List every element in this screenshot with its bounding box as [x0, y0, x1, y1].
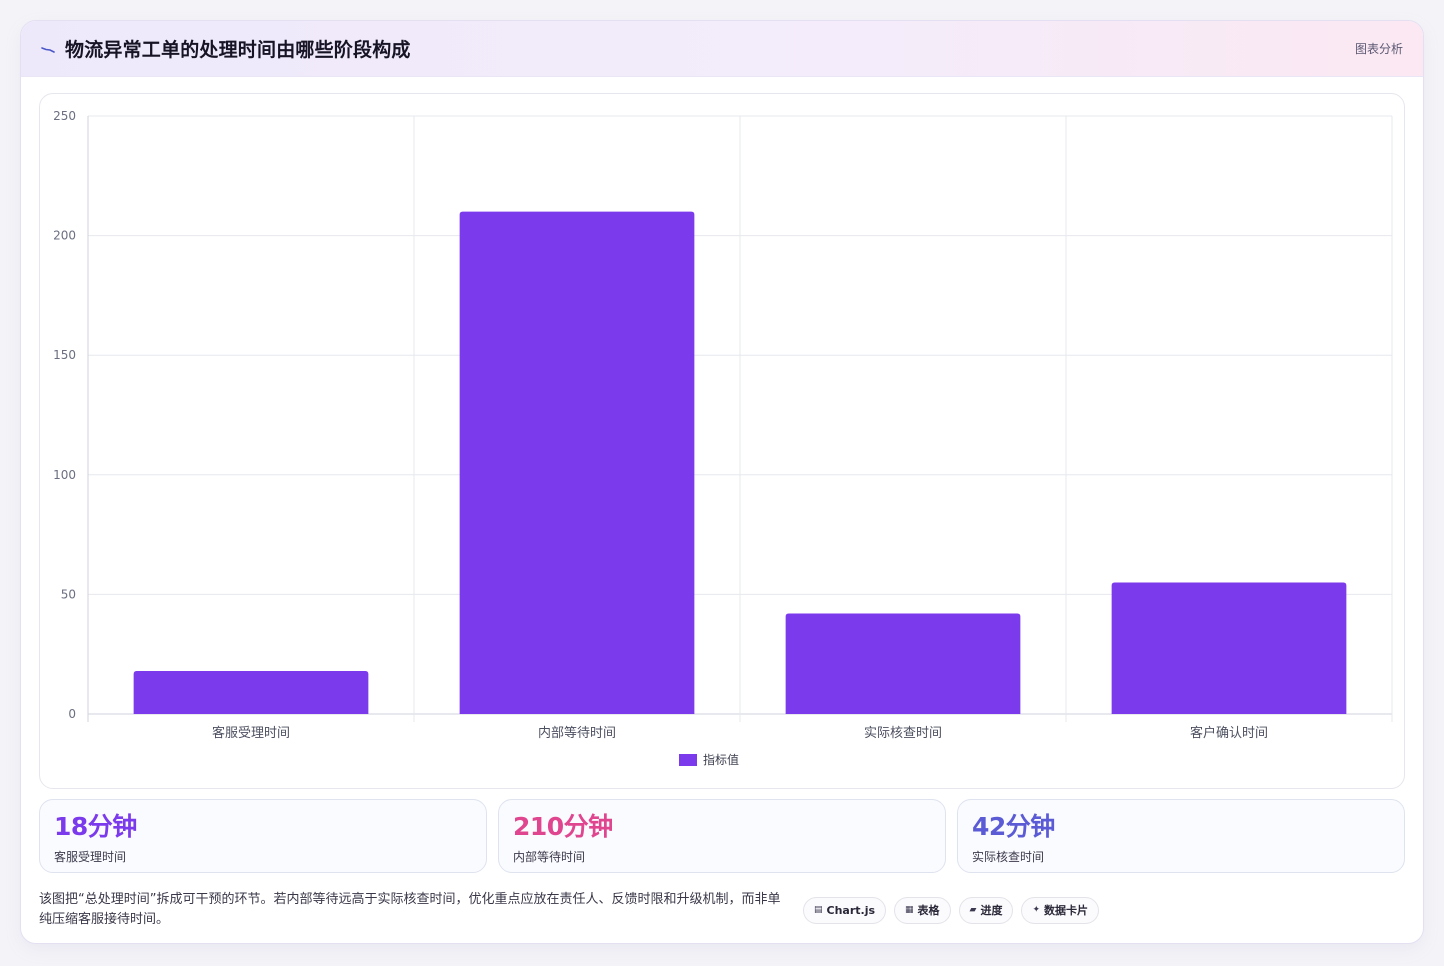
chart-panel: 0 50 100 150 200 250 客服受理时间 内部等待时间 实际核查时间 客户确认时间指…: [39, 93, 1405, 789]
chip-label: 进度: [980, 904, 1003, 917]
y-tick-label: 150: [53, 348, 76, 362]
progress-icon: ▰: [969, 905, 977, 915]
page-title: 物流异常工单的处理时间由哪些阶段构成: [65, 39, 411, 61]
chip-group: ▤ Chart.js ▦ 表格 ▰ 进度 ✦ 数据卡片: [802, 896, 1099, 924]
chart-icon: ▤: [813, 905, 823, 915]
x-tick-label: 内部等待时间: [538, 725, 616, 741]
bar: [785, 613, 1021, 714]
sparkle-icon: ✦: [1032, 905, 1040, 915]
y-tick-label: 100: [53, 468, 76, 482]
stat-card: 18分钟 客服受理时间: [39, 799, 487, 873]
stat-label: 客服受理时间: [54, 850, 127, 864]
bar-chart: 0 50 100 150 200 250 客服受理时间 内部等待时间 实际核查时间 客户确认时间指…: [53, 109, 1393, 767]
chip-table[interactable]: ▦ 表格: [894, 896, 951, 924]
stat-cards: 18分钟 客服受理时间 210分钟 内部等待时间 42分钟 实际核查时间: [39, 799, 1405, 873]
y-tick-label: 200: [53, 229, 76, 243]
card-header: 物流异常工单的处理时间由哪些阶段构成 图表分析: [21, 21, 1423, 77]
stat-value: 18分钟: [54, 812, 137, 841]
chip-chartjs[interactable]: ▤ Chart.js: [802, 896, 887, 924]
bar: [133, 670, 369, 714]
stat-value: 42分钟: [972, 812, 1055, 841]
stat-value: 210分钟: [513, 812, 613, 841]
chip-data-card[interactable]: ✦ 数据卡片: [1021, 896, 1099, 924]
legend-label: 指标值: [703, 752, 739, 767]
stat-label: 内部等待时间: [513, 850, 586, 864]
chip-label: Chart.js: [826, 903, 876, 917]
stat-card: 42分钟 实际核查时间: [957, 799, 1405, 873]
x-tick-label: 实际核查时间: [864, 726, 942, 741]
chip-label: 表格: [917, 904, 940, 917]
trend-line-icon: [41, 46, 55, 53]
title-wrap: 物流异常工单的处理时间由哪些阶段构成: [41, 35, 411, 62]
header-tag: 图表分析: [1354, 42, 1403, 56]
x-tick-label: 客户确认时间: [1190, 725, 1268, 741]
y-tick-label: 250: [53, 109, 76, 123]
y-tick-label: 50: [61, 587, 76, 601]
chart-card: 物流异常工单的处理时间由哪些阶段构成 图表分析 0 50 100 150 200 250 客…: [20, 20, 1424, 944]
table-icon: ▦: [905, 905, 914, 915]
legend-swatch: [679, 754, 697, 766]
x-tick-label: 客服受理时间: [212, 725, 290, 741]
bar: [1111, 582, 1347, 714]
y-tick-label: 0: [68, 707, 76, 721]
footer: 该图把“总处理时间”拆成可干预的环节。若内部等待远高于实际核查时间，优化重点应放…: [39, 887, 1405, 933]
chip-label: 数据卡片: [1044, 904, 1088, 917]
stat-label: 实际核查时间: [972, 850, 1045, 864]
chart-note: 该图把“总处理时间”拆成可干预的环节。若内部等待远高于实际核查时间，优化重点应放…: [39, 892, 781, 927]
bar: [459, 211, 695, 714]
chip-progress[interactable]: ▰ 进度: [958, 896, 1014, 924]
stat-card: 210分钟 内部等待时间: [498, 799, 946, 873]
